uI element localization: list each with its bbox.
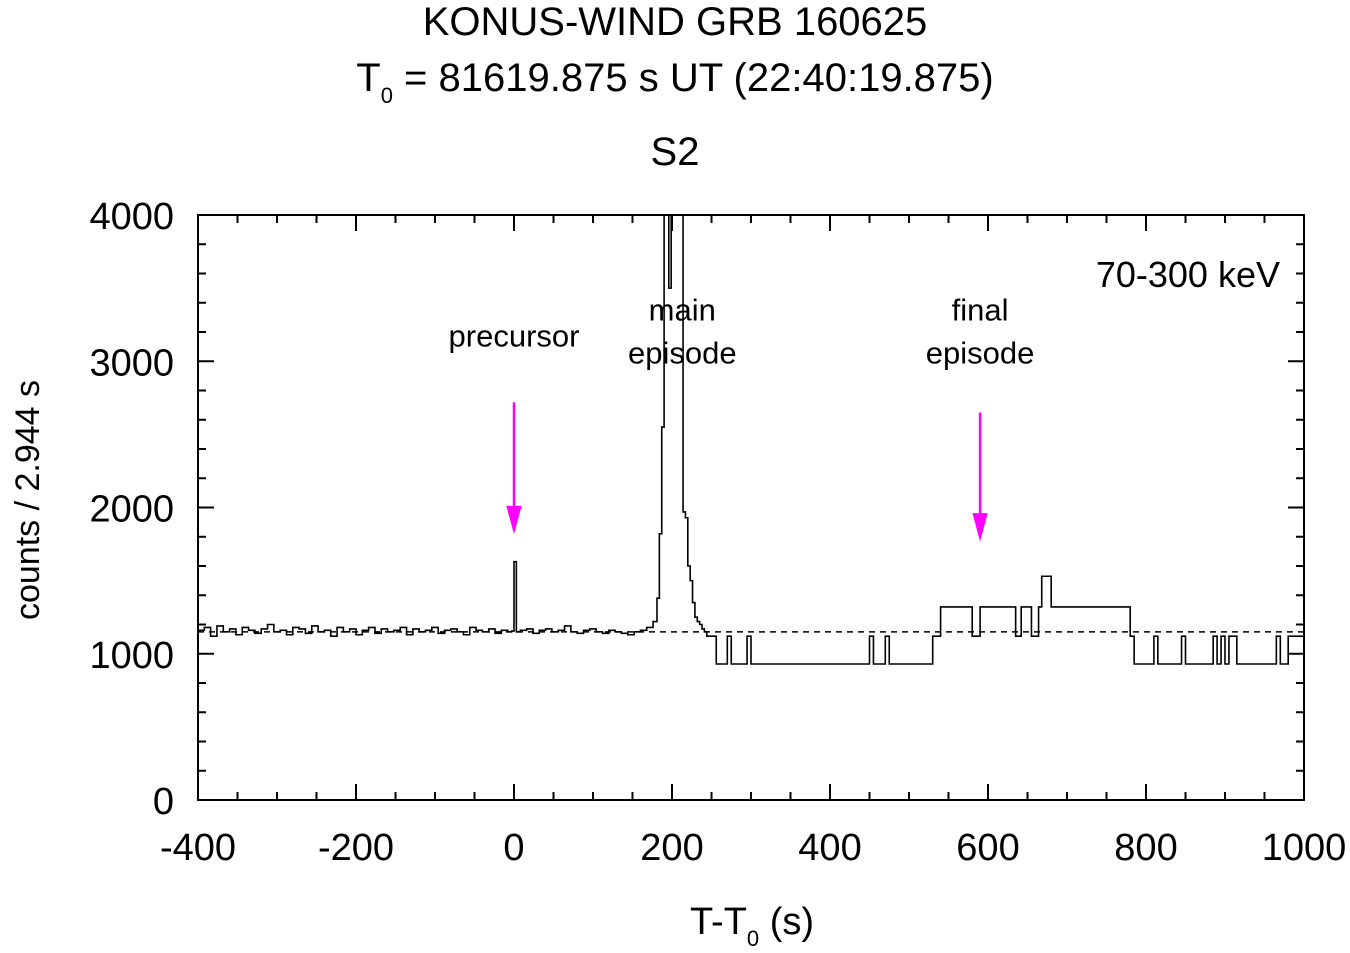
x-tick-label: -200: [318, 827, 394, 869]
annotation-label: episode: [926, 335, 1035, 370]
x-tick-label: 600: [956, 827, 1019, 869]
x-tick-label: 0: [503, 827, 524, 869]
panel-label: S2: [650, 130, 700, 174]
annotation-label: final: [952, 292, 1009, 327]
y-tick-label: 3000: [89, 342, 174, 384]
annotation-arrow-head: [972, 513, 988, 542]
x-tick-label: 1000: [1262, 827, 1347, 869]
y-tick-label: 0: [153, 781, 174, 823]
x-tick-label: 400: [798, 827, 861, 869]
x-tick-label: -400: [160, 827, 236, 869]
annotation-arrow-head: [506, 505, 522, 535]
energy-band-label: 70-300 keV: [1096, 254, 1280, 295]
x-tick-label: 800: [1114, 827, 1177, 869]
x-axis-label-subscript: 0: [747, 926, 759, 951]
chart-subtitle: T0 = 81619.875 s UT (22:40:19.875): [0, 56, 1350, 107]
subtitle-suffix: = 81619.875 s UT (22:40:19.875): [392, 56, 994, 100]
y-tick-label: 1000: [89, 635, 174, 677]
x-axis-label: T-T0 (s): [690, 901, 814, 951]
subtitle-prefix: T: [356, 56, 381, 100]
count-rate-series: [198, 214, 1304, 665]
annotation-label: episode: [628, 335, 737, 370]
y-axis-label-group: counts / 2.944 s: [9, 380, 47, 620]
x-tick-label: 200: [640, 827, 703, 869]
chart-title: KONUS-WIND GRB 160625: [422, 0, 928, 44]
plot-frame: [197, 214, 1305, 801]
y-tick-label: 4000: [89, 196, 174, 238]
x-axis-label-suffix: (s): [759, 901, 814, 943]
y-axis-label: counts / 2.944 s: [9, 380, 47, 620]
annotation-label: precursor: [449, 319, 580, 354]
y-tick-label: 2000: [89, 489, 174, 531]
subtitle-subscript: 0: [380, 83, 393, 108]
annotation-label: main: [649, 292, 716, 327]
x-axis-label-prefix: T-T: [690, 901, 747, 943]
